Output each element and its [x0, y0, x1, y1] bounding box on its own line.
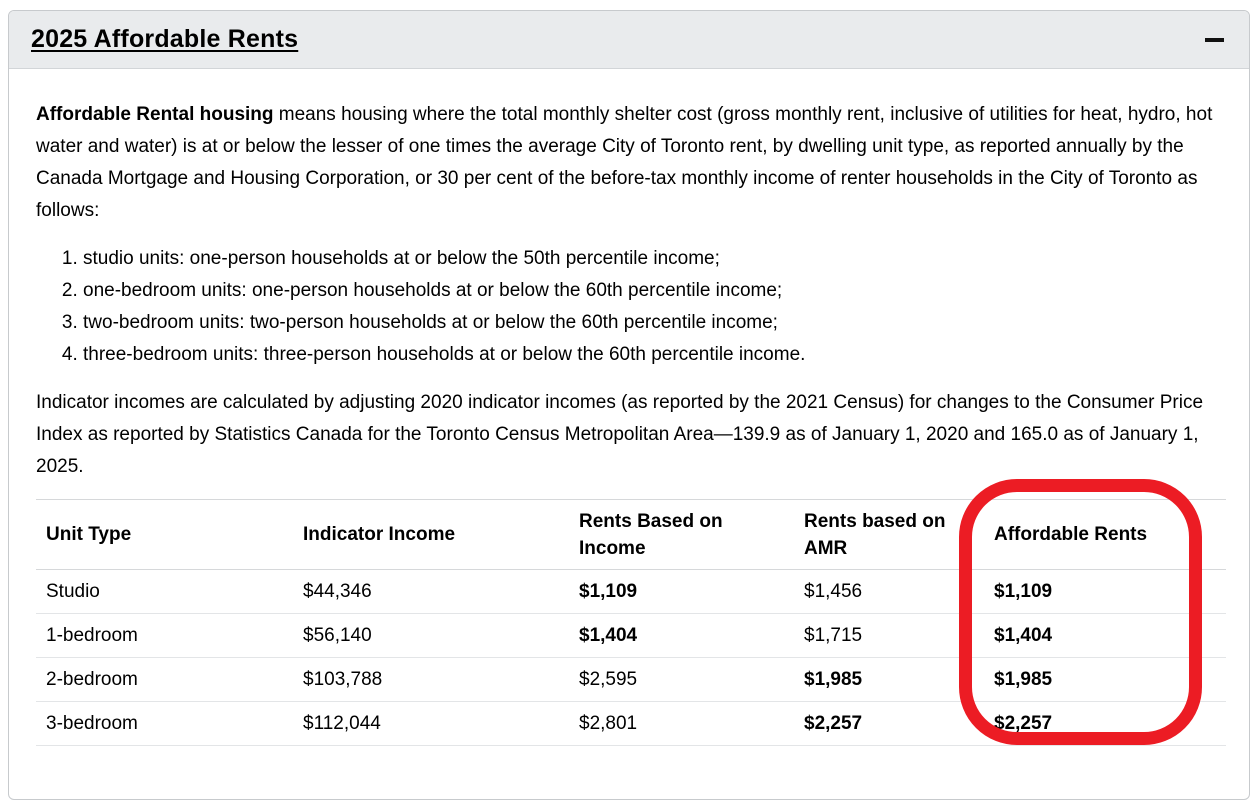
- header-rents-based-on-income: Rents Based on Income: [569, 499, 794, 570]
- intro-lead-bold: Affordable Rental housing: [36, 104, 274, 125]
- rents-table: Unit Type Indicator Income Rents Based o…: [36, 499, 1226, 746]
- header-rents-based-on-amr: Rents based on AMR: [794, 499, 984, 570]
- panel-body: Affordable Rental housing means housing …: [9, 69, 1249, 746]
- cell-unit-type: 3-bedroom: [36, 701, 293, 746]
- list-item-two-bedroom: two-bedroom units: two-person households…: [83, 307, 1222, 339]
- cell-indicator-income: $103,788: [293, 657, 569, 702]
- cell-indicator-income: $112,044: [293, 701, 569, 746]
- cell-unit-type: Studio: [36, 569, 293, 614]
- intro-paragraph: Affordable Rental housing means housing …: [36, 99, 1222, 227]
- cell-rents-income: $2,595: [569, 657, 794, 702]
- header-affordable-rents: Affordable Rents: [984, 499, 1226, 570]
- cell-rents-amr: $1,985: [794, 657, 984, 702]
- indicator-note-paragraph: Indicator incomes are calculated by adju…: [36, 392, 1204, 477]
- cell-affordable-rents: $1,404: [984, 613, 1226, 658]
- table-row: Studio $44,346 $1,109 $1,456 $1,109: [36, 569, 1226, 614]
- cell-rents-income: $1,404: [569, 613, 794, 658]
- intro-text: means housing where the total monthly sh…: [36, 104, 1213, 221]
- header-unit-type: Unit Type: [36, 499, 293, 570]
- cell-affordable-rents: $2,257: [984, 701, 1226, 746]
- cell-rents-income: $2,801: [569, 701, 794, 746]
- panel-header[interactable]: 2025 Affordable Rents: [9, 11, 1249, 69]
- cell-indicator-income: $56,140: [293, 613, 569, 658]
- cell-rents-amr: $1,715: [794, 613, 984, 658]
- cell-indicator-income: $44,346: [293, 569, 569, 614]
- table-header-row: Unit Type Indicator Income Rents Based o…: [36, 499, 1226, 570]
- list-item-studio: studio units: one-person households at o…: [83, 243, 1222, 275]
- list-item-three-bedroom: three-bedroom units: three-person househ…: [83, 339, 1222, 371]
- list-item-one-bedroom: one-bedroom units: one-person households…: [83, 275, 1222, 307]
- cell-rents-amr: $2,257: [794, 701, 984, 746]
- cell-unit-type: 2-bedroom: [36, 657, 293, 702]
- table-row: 1-bedroom $56,140 $1,404 $1,715 $1,404: [36, 613, 1226, 658]
- table-row: 3-bedroom $112,044 $2,801 $2,257 $2,257: [36, 701, 1226, 746]
- unit-criteria-list: studio units: one-person households at o…: [36, 243, 1222, 371]
- collapse-minus-icon[interactable]: [1205, 37, 1224, 42]
- cell-affordable-rents: $1,109: [984, 569, 1226, 614]
- table-row: 2-bedroom $103,788 $2,595 $1,985 $1,985: [36, 657, 1226, 702]
- affordable-rents-panel: 2025 Affordable Rents Affordable Rental …: [8, 10, 1250, 800]
- cell-rents-amr: $1,456: [794, 569, 984, 614]
- cell-rents-income: $1,109: [569, 569, 794, 614]
- header-indicator-income: Indicator Income: [293, 499, 569, 570]
- panel-title[interactable]: 2025 Affordable Rents: [31, 25, 299, 53]
- cell-affordable-rents: $1,985: [984, 657, 1226, 702]
- cell-unit-type: 1-bedroom: [36, 613, 293, 658]
